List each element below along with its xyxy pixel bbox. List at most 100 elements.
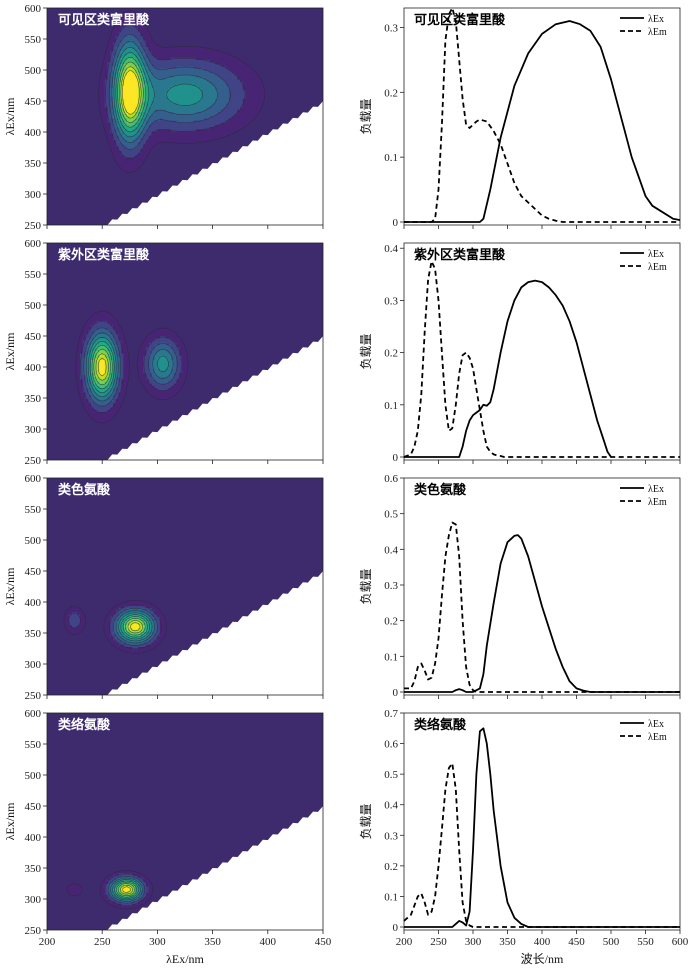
contour-cell bbox=[215, 55, 219, 59]
axes-frame bbox=[46, 712, 324, 931]
contour-cell bbox=[118, 40, 122, 43]
contour-cell bbox=[179, 85, 183, 89]
contour-line bbox=[89, 340, 115, 394]
contour-cell bbox=[110, 401, 114, 404]
contour-cell bbox=[129, 38, 133, 41]
contour-cell bbox=[132, 79, 136, 82]
contour-cell bbox=[93, 368, 97, 372]
contour-cell bbox=[68, 884, 73, 887]
contour-cell bbox=[212, 57, 216, 61]
contour-cell bbox=[248, 107, 252, 111]
contour-cell bbox=[148, 111, 153, 115]
contour-cell bbox=[107, 627, 111, 631]
contour-cell bbox=[162, 333, 166, 337]
contour-cell bbox=[187, 53, 191, 56]
contour-cell bbox=[115, 396, 119, 400]
contour-cell bbox=[99, 85, 103, 89]
contour-cell bbox=[184, 366, 188, 370]
contour-cell bbox=[107, 612, 111, 615]
contour-cell bbox=[173, 377, 177, 380]
contour-cell bbox=[148, 627, 153, 631]
contour-cell bbox=[171, 349, 175, 352]
contour-cell bbox=[173, 79, 177, 82]
contour-cell bbox=[176, 124, 180, 128]
contour-cell bbox=[102, 407, 106, 411]
contour-cell bbox=[148, 386, 153, 389]
contour-cell bbox=[82, 346, 86, 350]
contour-cell bbox=[148, 55, 153, 59]
contour-cell bbox=[82, 370, 86, 374]
contour-cell bbox=[217, 83, 222, 87]
contour-cell bbox=[135, 599, 139, 602]
contour-cell bbox=[165, 105, 169, 109]
contour-cell bbox=[237, 98, 241, 102]
contour-cell bbox=[121, 338, 125, 341]
legend-label: λEm bbox=[648, 262, 667, 273]
contour-cell bbox=[223, 92, 227, 95]
contour-cell bbox=[107, 875, 111, 879]
contour-cell bbox=[159, 83, 164, 87]
contour-cell bbox=[137, 610, 142, 613]
contour-cell bbox=[151, 103, 155, 106]
contour-cell bbox=[215, 83, 219, 87]
contour-cell bbox=[110, 316, 114, 320]
contour-line bbox=[113, 607, 158, 646]
contour-cell bbox=[68, 627, 73, 631]
contour-cell bbox=[159, 333, 164, 337]
contour-cell bbox=[137, 161, 142, 165]
contour-cell bbox=[179, 53, 183, 56]
contour-cell bbox=[223, 96, 227, 100]
contour-cell bbox=[204, 66, 208, 69]
contour-cell bbox=[140, 603, 144, 607]
contour-cell bbox=[190, 81, 194, 85]
contour-cell bbox=[115, 890, 119, 894]
contour-cell bbox=[126, 94, 130, 98]
contour-cell bbox=[187, 85, 191, 89]
contour-cell bbox=[220, 120, 224, 124]
contour-cell bbox=[137, 124, 142, 128]
contour-cell bbox=[231, 114, 235, 117]
contour-cell bbox=[223, 131, 227, 135]
contour-cell bbox=[237, 111, 241, 115]
contour-cell bbox=[107, 351, 111, 354]
contour-cell bbox=[99, 890, 103, 894]
contour-cell bbox=[168, 370, 172, 374]
contour-cell bbox=[168, 342, 172, 346]
contour-cell bbox=[223, 53, 227, 56]
contour-cell bbox=[195, 64, 199, 67]
contour-cell bbox=[107, 403, 111, 406]
contour-cell bbox=[118, 871, 122, 874]
contour-cell bbox=[198, 94, 202, 98]
contour-cell bbox=[107, 127, 111, 130]
contour-cell bbox=[159, 77, 164, 80]
contour-cell bbox=[198, 129, 202, 132]
contour-cell bbox=[157, 390, 161, 393]
contour-cell bbox=[104, 362, 108, 365]
contour-line bbox=[83, 327, 178, 407]
contour-cell bbox=[118, 92, 122, 95]
contour-cell bbox=[126, 618, 130, 622]
contour-cell bbox=[107, 364, 111, 367]
contour-cell bbox=[198, 116, 202, 119]
contour-cell bbox=[118, 405, 122, 409]
contour-cell bbox=[85, 357, 89, 361]
contour-cell bbox=[129, 103, 133, 106]
contour-cell bbox=[206, 55, 211, 59]
y-axis-label: 负载量 bbox=[359, 333, 373, 369]
contour-cell bbox=[118, 90, 122, 93]
contour-cell bbox=[154, 336, 158, 339]
contour-cell bbox=[129, 166, 133, 169]
contour-cell bbox=[148, 83, 153, 87]
contour-cell bbox=[135, 118, 139, 122]
contour-cell bbox=[226, 88, 230, 91]
contour-cell bbox=[102, 892, 106, 896]
contour-cell bbox=[71, 631, 75, 635]
contour-cell bbox=[96, 314, 100, 317]
contour-cell bbox=[115, 621, 119, 624]
contour-cell bbox=[102, 62, 106, 65]
contour-cell bbox=[102, 399, 106, 402]
contour-cell bbox=[124, 614, 128, 618]
contour-cell bbox=[126, 373, 130, 376]
contour-cell bbox=[151, 368, 155, 372]
contour-cell bbox=[242, 75, 246, 78]
